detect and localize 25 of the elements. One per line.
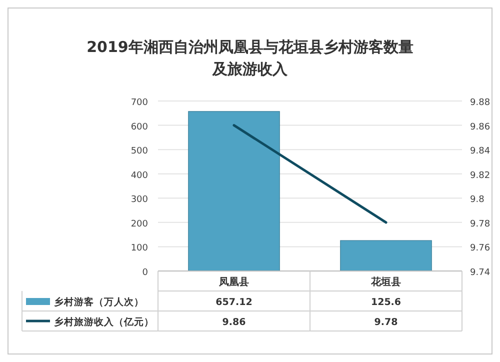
- data-label: 125.6: [370, 297, 402, 308]
- y2-tick-label: 9.82: [470, 170, 490, 181]
- x-tick-label: 凤凰县: [218, 276, 249, 288]
- y-tick-label: 600: [130, 122, 148, 132]
- y-tick-label: 500: [130, 146, 148, 157]
- x-tick-label: 花垣县: [370, 276, 401, 288]
- y-tick-label: 100: [130, 244, 148, 254]
- y-tick-label: 300: [130, 195, 148, 206]
- data-label: 657.12: [216, 297, 252, 308]
- y2-tick-label: 9.8: [470, 195, 485, 206]
- data-label: 9.78: [374, 317, 398, 328]
- legend-label: 乡村游客（万人次）: [54, 296, 144, 308]
- data-label: 9.86: [222, 317, 246, 328]
- y-tick-label: 0: [142, 268, 148, 278]
- y2-tick-label: 9.86: [470, 122, 490, 132]
- y2-tick-label: 9.88: [470, 98, 490, 108]
- y2-tick-label: 9.76: [470, 244, 490, 254]
- y-tick-label: 700: [130, 98, 148, 108]
- y-tick-label: 200: [130, 219, 148, 230]
- y2-tick-label: 9.78: [470, 219, 490, 230]
- chart-title: 2019年湘西自治州凤凰县与花垣县乡村游客数量及旅游收入: [86, 38, 414, 78]
- legend-label: 乡村旅游收入（亿元）: [54, 316, 154, 328]
- y2-tick-label: 9.74: [470, 268, 490, 278]
- y-tick-label: 400: [130, 170, 148, 181]
- y2-tick-label: 9.84: [470, 146, 490, 157]
